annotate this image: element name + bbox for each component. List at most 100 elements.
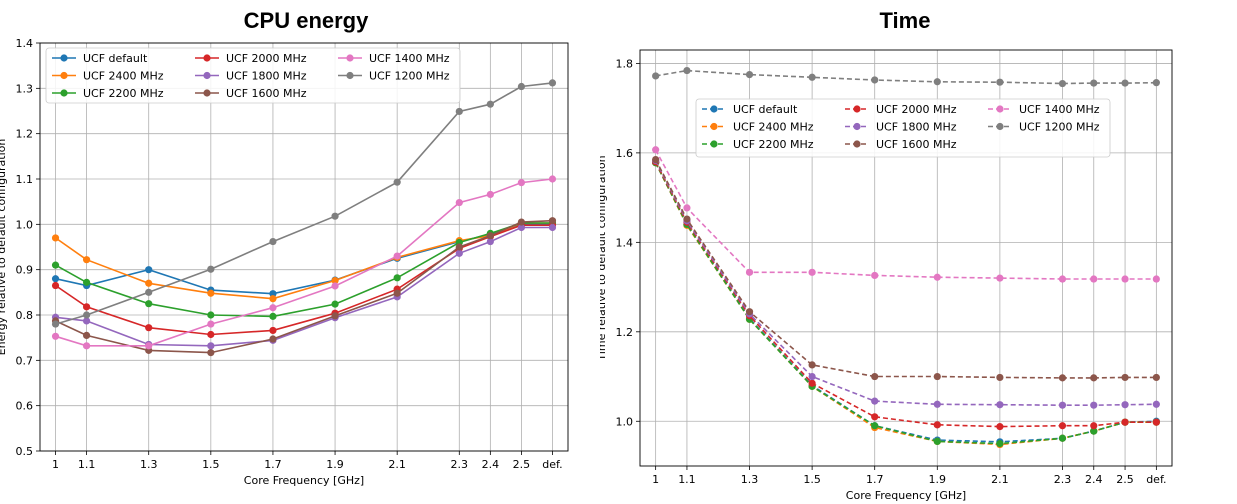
legend-swatch-marker: [346, 71, 354, 80]
legend-swatch-marker: [996, 122, 1004, 131]
data-point: [745, 308, 754, 316]
data-point: [1121, 79, 1129, 87]
data-point: [269, 290, 277, 298]
data-point: [996, 274, 1004, 282]
data-point: [82, 278, 91, 286]
x-axis-label: Core Frequency [GHz]: [846, 489, 966, 502]
series-line-0: [55, 223, 553, 295]
legend-entry: UCF 1600 MHz: [226, 87, 307, 100]
data-point: [393, 274, 401, 282]
y-tick-label: 0.7: [16, 354, 34, 367]
x-tick-label: 2.4: [482, 458, 500, 471]
data-point: [517, 179, 526, 187]
data-point: [548, 175, 557, 183]
legend-entry: UCF 2000 MHz: [226, 52, 307, 65]
data-point: [82, 342, 91, 350]
data-point: [871, 422, 879, 430]
series-line-6: [654, 149, 1157, 280]
data-point: [269, 304, 277, 312]
data-point: [455, 107, 463, 116]
data-point: [269, 237, 277, 246]
legend-swatch-marker: [710, 122, 718, 131]
data-point: [207, 342, 215, 350]
legend-swatch-marker: [203, 89, 211, 97]
series-line-3: [654, 161, 1157, 428]
data-point: [871, 76, 879, 84]
legend-entry: UCF 1800 MHz: [226, 70, 307, 83]
data-point: [933, 400, 941, 408]
data-point: [145, 300, 153, 308]
x-tick-label: def.: [1146, 473, 1166, 486]
data-point: [51, 281, 60, 290]
data-point: [808, 361, 816, 369]
y-tick-label: 1.3: [16, 82, 34, 95]
data-point: [1058, 434, 1067, 442]
data-point: [51, 275, 60, 283]
data-point: [51, 332, 60, 340]
x-tick-label: 2.4: [1085, 473, 1103, 486]
plot-frame: [39, 42, 569, 452]
data-point: [871, 271, 879, 280]
data-point: [207, 349, 215, 357]
legend-entry: UCF 1200 MHz: [1019, 121, 1100, 134]
data-point: [269, 335, 277, 343]
data-point: [996, 373, 1004, 382]
data-point: [745, 268, 754, 276]
data-point: [808, 372, 816, 381]
plot-frame: [639, 49, 1173, 467]
legend-swatch-marker: [203, 54, 211, 62]
y-tick-label: 1.8: [616, 57, 634, 70]
data-point: [1090, 427, 1098, 435]
legend-swatch-marker: [710, 105, 718, 113]
data-point: [207, 320, 215, 328]
legend-entry: UCF default: [83, 52, 148, 65]
x-tick-label: 2.1: [991, 473, 1009, 486]
y-tick-label: 0.6: [16, 400, 34, 413]
legend-swatch-marker: [346, 54, 354, 62]
data-point: [933, 421, 941, 429]
legend-swatch-marker: [60, 89, 68, 97]
series-line-0: [654, 162, 1157, 443]
y-tick-label: 1.4: [616, 236, 634, 249]
data-point: [683, 66, 691, 75]
data-point: [82, 303, 91, 311]
series-line-7: [55, 82, 553, 325]
legend-entry: UCF default: [733, 103, 798, 116]
x-tick-label: 1.1: [78, 458, 96, 471]
data-point: [933, 437, 941, 445]
legend-entry: UCF 2000 MHz: [876, 103, 957, 116]
y-tick-label: 1.2: [616, 326, 634, 339]
data-point: [808, 73, 816, 81]
data-point: [871, 397, 879, 405]
data-point: [517, 218, 526, 226]
legend-box: [45, 47, 461, 104]
y-tick-label: 1.1: [16, 173, 34, 186]
data-point: [82, 256, 91, 264]
data-point: [1121, 401, 1129, 409]
data-point: [486, 232, 494, 240]
legend-swatch-marker: [853, 122, 861, 131]
data-point: [652, 155, 660, 164]
data-point: [331, 276, 339, 285]
legend-swatch-marker: [996, 105, 1004, 113]
data-point: [652, 72, 660, 80]
data-point: [683, 204, 691, 212]
legend-swatch-marker: [203, 71, 211, 80]
data-point: [207, 265, 215, 273]
data-point: [996, 78, 1004, 86]
x-tick-label: 1: [652, 473, 659, 486]
x-tick-label: 1.1: [678, 473, 696, 486]
data-point: [145, 324, 153, 332]
y-tick-label: 1.0: [16, 218, 34, 231]
data-point: [393, 178, 401, 186]
y-axis-label: Energy relative to default configuration: [0, 139, 8, 356]
legend-swatch-marker: [853, 140, 861, 148]
data-point: [1058, 79, 1067, 88]
data-point: [548, 79, 557, 87]
x-tick-label: 1.9: [326, 458, 344, 471]
data-point: [269, 295, 277, 303]
data-point: [1058, 275, 1067, 283]
data-point: [996, 440, 1004, 448]
data-point: [331, 282, 339, 290]
data-point: [996, 423, 1004, 431]
